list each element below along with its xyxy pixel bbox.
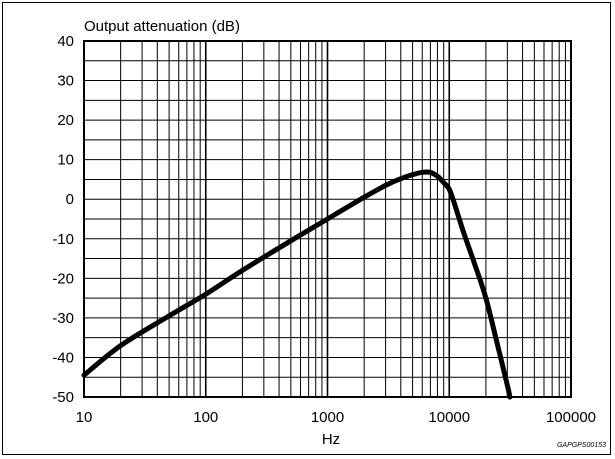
x-tick-label: 100 xyxy=(193,409,218,426)
x-tick-label: 100000 xyxy=(546,409,596,426)
y-tick-label: 20 xyxy=(57,112,74,129)
plot-border xyxy=(83,40,572,398)
y-tick-label: 30 xyxy=(57,73,74,90)
chart-frame xyxy=(2,2,611,455)
x-tick-label: 10000 xyxy=(428,409,470,426)
y-tick-label: 40 xyxy=(57,33,74,50)
y-tick-label: 10 xyxy=(57,152,74,169)
y-tick-label: -50 xyxy=(52,389,74,406)
y-tick-label: -20 xyxy=(52,270,74,287)
x-tick-labels: 10 100 1000 10000 100000 xyxy=(76,409,596,426)
x-axis-label: Hz xyxy=(322,431,340,448)
y-tick-label: -40 xyxy=(52,349,74,366)
y-tick-labels: 40 30 20 10 0 -10 -20 -30 -40 -50 xyxy=(52,33,74,406)
series-line xyxy=(81,169,513,400)
y-axis-label: Output attenuation (dB) xyxy=(84,18,240,35)
x-tick-label: 1000 xyxy=(311,409,344,426)
y-tick-label: -30 xyxy=(52,310,74,327)
y-tick-label: -10 xyxy=(52,231,74,248)
y-tick-label: 0 xyxy=(66,191,74,208)
figure-code: GAPGPS00153 xyxy=(557,442,606,449)
x-tick-label: 10 xyxy=(76,409,93,426)
